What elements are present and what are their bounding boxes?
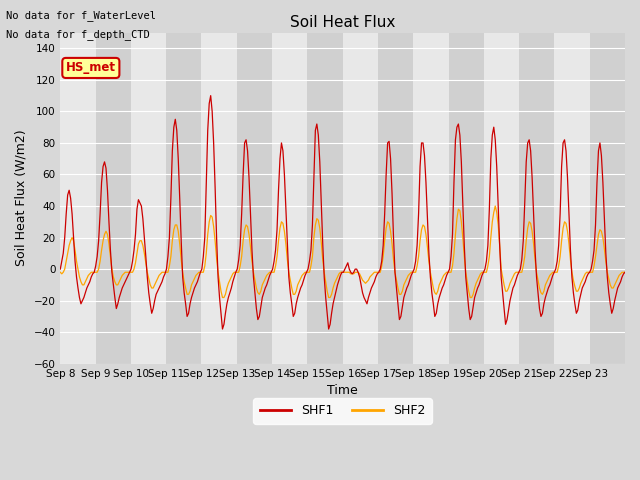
Bar [237, 33, 272, 364]
Text: No data for f_WaterLevel: No data for f_WaterLevel [6, 10, 156, 21]
Bar [554, 33, 589, 364]
Text: No data for f_depth_CTD: No data for f_depth_CTD [6, 29, 150, 40]
Title: Soil Heat Flux: Soil Heat Flux [290, 15, 396, 30]
Bar [307, 33, 342, 364]
Bar [166, 33, 202, 364]
Legend: SHF1, SHF2: SHF1, SHF2 [253, 398, 432, 424]
Bar [378, 33, 413, 364]
Bar [449, 33, 484, 364]
Text: HS_met: HS_met [66, 61, 116, 74]
Bar [589, 33, 625, 364]
Bar [272, 33, 307, 364]
Bar [484, 33, 519, 364]
Y-axis label: Soil Heat Flux (W/m2): Soil Heat Flux (W/m2) [15, 130, 28, 266]
Bar [202, 33, 237, 364]
Bar [519, 33, 554, 364]
Bar [95, 33, 131, 364]
Bar [60, 33, 95, 364]
Bar [131, 33, 166, 364]
Bar [342, 33, 378, 364]
X-axis label: Time: Time [327, 384, 358, 397]
Bar [413, 33, 449, 364]
